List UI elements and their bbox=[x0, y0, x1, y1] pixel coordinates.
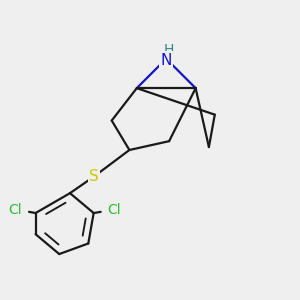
Text: H: H bbox=[164, 43, 174, 57]
Text: Cl: Cl bbox=[107, 203, 121, 217]
Text: S: S bbox=[89, 169, 99, 184]
Text: Cl: Cl bbox=[9, 203, 22, 217]
Text: N: N bbox=[160, 53, 172, 68]
